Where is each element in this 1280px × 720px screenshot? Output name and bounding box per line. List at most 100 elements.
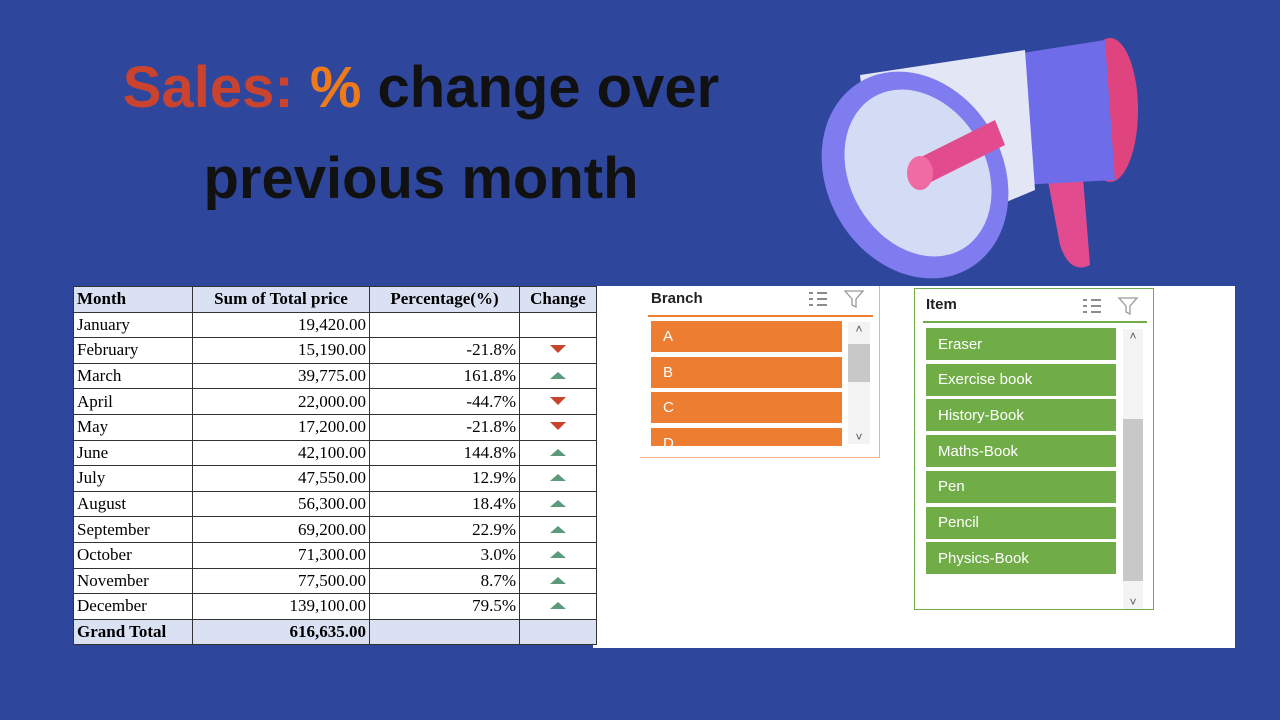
total-value: 616,635.00 <box>192 618 370 646</box>
month-cell: November <box>73 567 193 595</box>
percent-cell: 8.7% <box>369 567 520 595</box>
slicer-item[interactable]: A <box>651 321 842 352</box>
scroll-thumb <box>1123 419 1143 581</box>
header-row: Month Sum of Total price Percentage(%) Chan… <box>73 286 597 313</box>
title-part: % <box>309 55 362 120</box>
month-cell: May <box>73 413 193 441</box>
header-cell: Percentage(%) <box>369 286 520 313</box>
total-row: Grand Total 616,635.00 <box>73 618 597 646</box>
scroll-down: ˅ <box>855 430 863 444</box>
sum-cell: 22,000.00 <box>192 388 370 415</box>
month-cell: March <box>73 362 193 390</box>
slicer-item[interactable]: D <box>651 427 842 446</box>
sum-cell: 139,100.00 <box>192 593 370 620</box>
month-cell: September <box>73 516 193 543</box>
title-part: Sales: <box>122 55 294 120</box>
pivot-table: Month Sum of Total price Percentage(%) Chan… <box>73 286 597 646</box>
change-cell <box>519 337 597 364</box>
scrollbar[interactable]: ˄ ˅ <box>848 322 870 444</box>
data-row: February 15,190.00 -21.8% <box>73 337 597 364</box>
change-cell <box>519 541 597 569</box>
month-cell: October <box>73 541 193 569</box>
month-cell: December <box>73 593 193 620</box>
sum-cell: 47,550.00 <box>192 465 370 492</box>
data-row: April 22,000.00 -44.7% <box>73 388 597 415</box>
data-row: October 71,300.00 3.0% <box>73 541 597 569</box>
scrollbar[interactable]: ˄ ˅ <box>1123 329 1143 609</box>
sum-cell: 17,200.00 <box>192 413 370 441</box>
change-cell <box>519 439 597 467</box>
header-cell: Month <box>73 286 193 313</box>
sum-cell: 71,300.00 <box>192 541 370 569</box>
percent-cell: -21.8% <box>369 413 520 441</box>
scroll-down: ˅ <box>1129 595 1137 609</box>
change-cell <box>519 593 597 620</box>
percent-cell <box>369 311 520 339</box>
title: Sales: % change over previous month <box>60 42 782 224</box>
change-cell <box>519 413 597 441</box>
change-cell <box>519 567 597 595</box>
data-row: June 42,100.00 144.8% <box>73 439 597 467</box>
sum-cell: 77,500.00 <box>192 567 370 595</box>
sum-cell: 56,300.00 <box>192 490 370 518</box>
slicer-item[interactable]: History-Book <box>926 399 1116 432</box>
percent-cell: 3.0% <box>369 541 520 569</box>
slicer-item[interactable]: Maths-Book <box>926 435 1116 468</box>
change-cell <box>519 388 597 415</box>
slicer-title: Branch <box>651 290 703 307</box>
slicer-icons[interactable] <box>807 288 865 310</box>
slicer-item[interactable]: Pencil <box>926 506 1116 539</box>
data-row: March 39,775.00 161.8% <box>73 362 597 390</box>
slicer-item[interactable]: Eraser <box>926 328 1116 360</box>
month-cell: July <box>73 465 193 492</box>
up-arrow <box>550 602 566 610</box>
header-cell: Change <box>519 286 597 313</box>
change-cell <box>519 465 597 492</box>
data-row: January 19,420.00 <box>73 311 597 339</box>
title-part: change over previous month <box>203 55 720 211</box>
slicer-item[interactable]: Exercise book <box>926 363 1116 396</box>
slicer-item[interactable]: B <box>651 356 842 388</box>
slicer-item[interactable]: Pen <box>926 470 1116 503</box>
month-cell: August <box>73 490 193 518</box>
slicer: Item Eraser Exercise book History-Book Maths… <box>914 288 1154 610</box>
slicer-title: Item <box>926 296 957 313</box>
megaphone-icon <box>821 38 1138 279</box>
slicer-rule <box>923 321 1147 323</box>
total-cell <box>519 618 597 646</box>
percent-cell: 18.4% <box>369 490 520 518</box>
slicer-item[interactable]: Physics-Book <box>926 542 1116 575</box>
slicer-rule <box>648 315 873 317</box>
down-arrow <box>550 422 566 431</box>
slicer: Branch A B C D ˄ ˅ <box>640 286 880 458</box>
change-cell <box>519 490 597 518</box>
up-arrow <box>550 500 566 508</box>
up-arrow <box>550 576 566 584</box>
up-arrow <box>550 372 566 380</box>
percent-cell: 12.9% <box>369 465 520 492</box>
up-arrow <box>550 474 566 482</box>
percent-cell: -44.7% <box>369 388 520 415</box>
up-arrow <box>550 448 566 456</box>
percent-cell: -21.8% <box>369 337 520 364</box>
change-cell <box>519 311 597 339</box>
slicer-item[interactable]: C <box>651 392 842 423</box>
up-arrow <box>550 525 566 533</box>
sum-cell: 42,100.00 <box>192 439 370 467</box>
month-cell: April <box>73 388 193 415</box>
down-arrow <box>550 345 566 354</box>
change-cell <box>519 362 597 390</box>
header-cell: Sum of Total price <box>192 286 370 313</box>
percent-cell: 144.8% <box>369 439 520 467</box>
up-arrow <box>550 551 566 559</box>
month-cell: February <box>73 337 193 364</box>
slicer-list: Eraser Exercise book History-Book Maths-Boo… <box>915 289 1116 609</box>
total-cell <box>369 618 520 646</box>
slicer-icons[interactable] <box>1081 295 1139 317</box>
sum-cell: 15,190.00 <box>192 337 370 364</box>
data-row: December 139,100.00 79.5% <box>73 593 597 620</box>
slicer-buttons <box>1081 295 1139 322</box>
scroll-thumb <box>848 344 870 382</box>
